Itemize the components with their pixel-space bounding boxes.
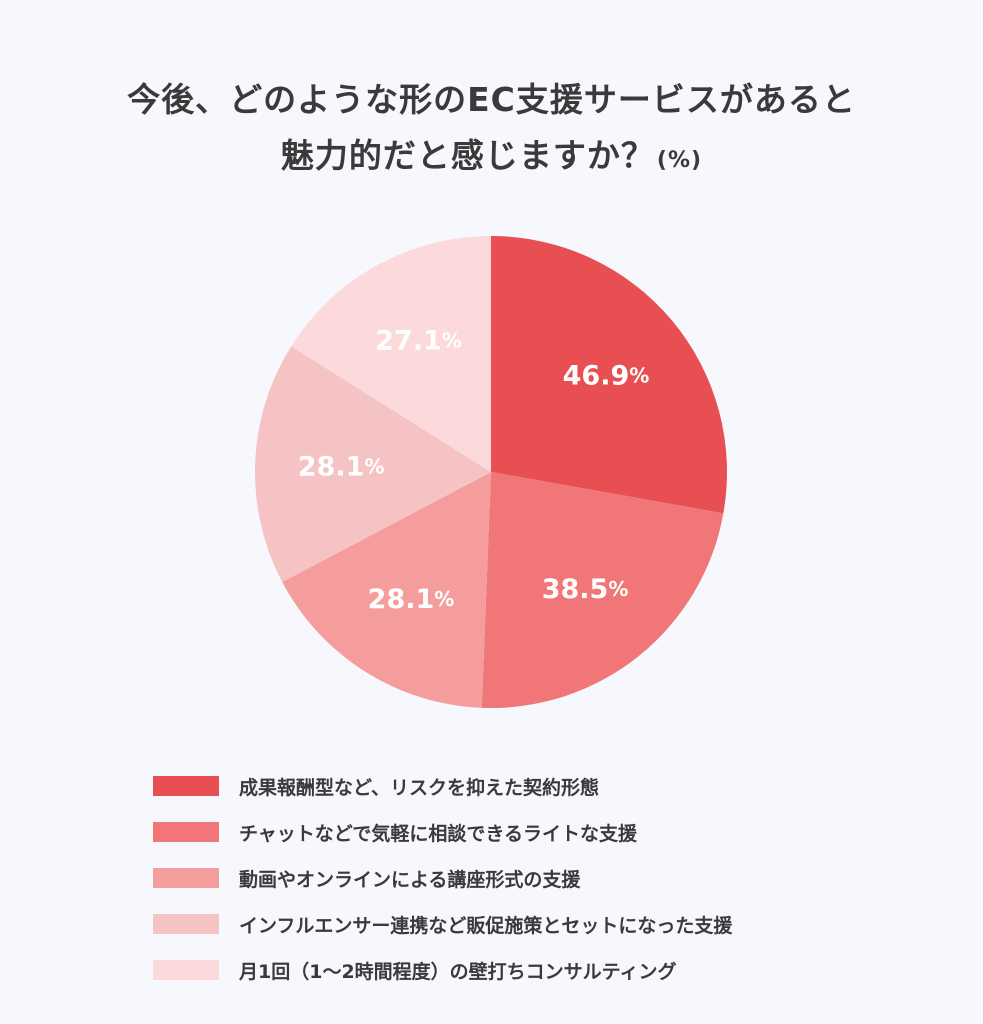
legend-swatch (153, 914, 219, 934)
legend-label: 動画やオンラインによる講座形式の支援 (239, 868, 581, 891)
legend-swatch (153, 822, 219, 842)
legend-swatch (153, 868, 219, 888)
pie-slice-5 (291, 236, 491, 472)
chart-title-line2: 魅力的だと感じますか？(%) (0, 128, 983, 189)
legend-swatch (153, 776, 219, 796)
pie-slices (255, 236, 727, 708)
legend-item: 動画やオンラインによる講座形式の支援 (153, 855, 913, 901)
pie-slice-label-3: 28.1% (368, 583, 455, 614)
chart-title-line1: 今後、どのような形のEC支援サービスがあると (127, 80, 856, 119)
legend-item: 成果報酬型など、リスクを抑えた契約形態 (153, 763, 913, 809)
pie-slice-4 (255, 346, 491, 583)
pie-labels: 46.9% 38.5% 28.1% 28.1% 27.1% (298, 325, 650, 614)
legend-label: インフルエンサー連携など販促施策とセットになった支援 (239, 914, 733, 937)
chart-title: 今後、どのような形のEC支援サービスがあると 魅力的だと感じますか？(%) (0, 72, 983, 189)
legend-label: チャットなどで気軽に相談できるライトな支援 (239, 822, 638, 845)
legend-label: 成果報酬型など、リスクを抑えた契約形態 (239, 776, 600, 799)
pie-slice-label-1: 46.9% (563, 360, 650, 391)
legend-item: インフルエンサー連携など販促施策とセットになった支援 (153, 901, 913, 947)
chart-title-unit: (%) (656, 148, 703, 173)
pie-slice-label-2: 38.5% (542, 573, 629, 604)
legend-label: 月1回（1〜2時間程度）の壁打ちコンサルティング (239, 960, 677, 983)
pie-slice-label-5: 27.1% (375, 325, 462, 356)
legend-item: チャットなどで気軽に相談できるライトな支援 (153, 809, 913, 855)
chart-legend: 成果報酬型など、リスクを抑えた契約形態チャットなどで気軽に相談できるライトな支援… (153, 763, 913, 993)
pie-slice-label-4: 28.1% (298, 451, 385, 482)
pie-slice-1 (491, 236, 727, 514)
chart-title-line2-text: 魅力的だと感じますか？ (280, 136, 655, 175)
legend-item: 月1回（1〜2時間程度）の壁打ちコンサルティング (153, 947, 913, 993)
pie-slice-3 (282, 472, 491, 708)
legend-swatch (153, 960, 219, 980)
pie-slice-2 (481, 472, 724, 708)
